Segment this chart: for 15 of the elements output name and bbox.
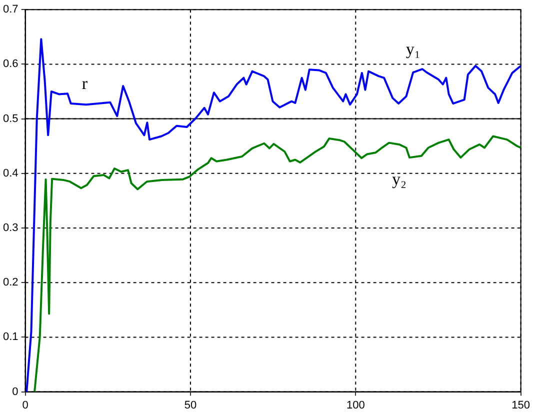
x-tick-label: 100 (346, 399, 365, 412)
y-tick-label: 0.4 (2, 167, 18, 180)
ref-line-label: r (82, 74, 88, 93)
y-tick-label: 0 (12, 386, 18, 398)
x-tick-label: 0 (22, 399, 28, 412)
y-tick-label: 0.6 (2, 58, 18, 70)
y-tick-label: 0.7 (2, 4, 18, 16)
y-tick-label: 0.1 (2, 331, 18, 344)
x-tick-label: 50 (184, 399, 197, 412)
series-label: y₁ (406, 39, 420, 58)
x-tick-label: 150 (512, 399, 530, 412)
y-tick-label: 0.5 (2, 112, 18, 125)
y-tick-label: 0.3 (2, 222, 18, 234)
y-tick-label: 0.2 (2, 276, 18, 289)
series-label: y₂ (392, 169, 406, 188)
